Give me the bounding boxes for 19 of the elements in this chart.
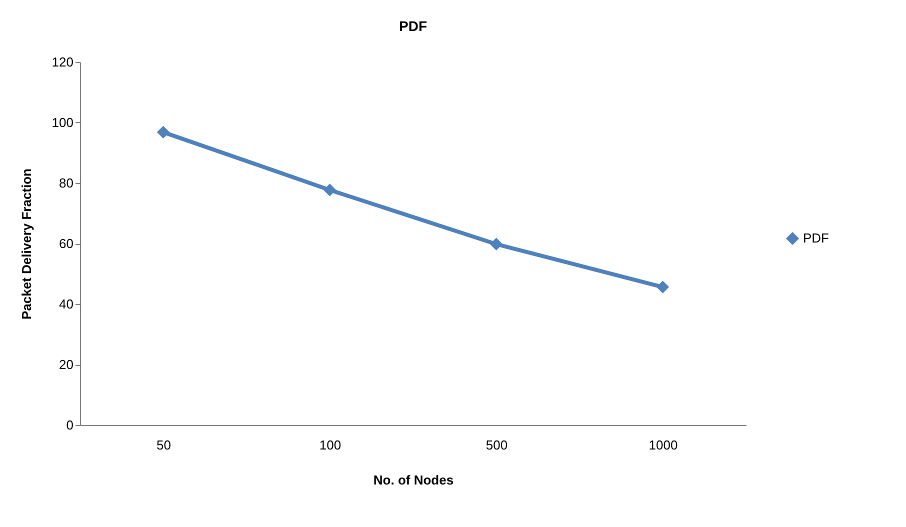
y-tick-label: 20: [59, 357, 74, 372]
x-tick-label: 500: [486, 438, 508, 452]
y-axis-title: Packet Delivery Fraction: [18, 168, 34, 320]
point: [323, 184, 336, 196]
point: [490, 238, 503, 250]
y-tick-label: 100: [52, 115, 74, 130]
x-tick-label: 100: [319, 438, 342, 452]
x-tick-label: 1000: [648, 438, 678, 452]
point: [656, 280, 670, 294]
y-tick-label: 60: [59, 236, 74, 251]
x-tick-label: 50: [156, 438, 171, 452]
y-tick-label: 40: [59, 296, 74, 312]
legend-label: PDF: [803, 230, 830, 246]
y-tick-label: 0: [66, 418, 74, 432]
x-axis-title: No. of Nodes: [373, 472, 454, 488]
y-tick-label: 80: [59, 176, 74, 190]
chart-title: PDF: [399, 18, 428, 34]
y-tick-label: 120: [52, 54, 74, 70]
point: [156, 126, 170, 139]
